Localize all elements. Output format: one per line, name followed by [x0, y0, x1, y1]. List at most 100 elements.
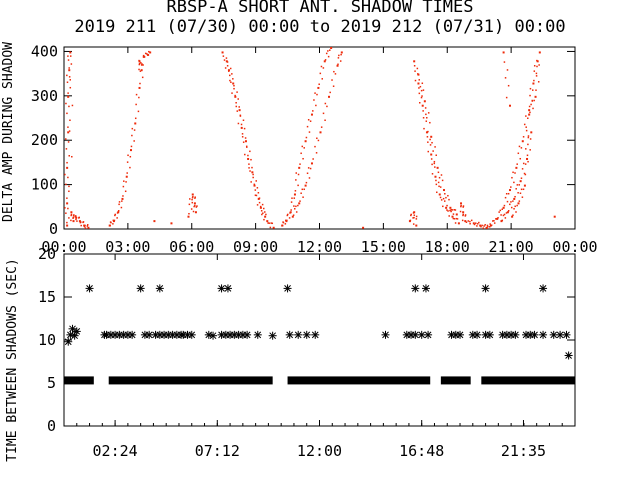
amp-point — [528, 109, 531, 112]
amp-point — [193, 202, 196, 205]
amp-point-fill — [256, 187, 259, 189]
amp-point-fill — [124, 190, 127, 193]
amp-point-fill — [263, 207, 265, 210]
amp-point — [138, 86, 141, 89]
amp-point-fill — [467, 220, 470, 222]
amp-point — [457, 222, 460, 225]
amp-point-fill — [331, 79, 333, 81]
amp-point-fill — [133, 129, 136, 131]
amp-point-fill — [66, 197, 68, 199]
amp-point-fill — [462, 214, 464, 217]
amp-point-fill — [230, 81, 232, 84]
amp-point-fill — [529, 138, 532, 140]
amp-point-fill — [513, 208, 515, 210]
amp-point — [526, 157, 529, 160]
amp-point-fill — [110, 221, 112, 224]
amp-point-fill — [69, 55, 72, 57]
amp-point-fill — [495, 218, 497, 220]
amp-point-fill — [244, 137, 247, 139]
amp-point-fill — [319, 72, 322, 75]
amp-point-fill — [264, 211, 266, 213]
star-point — [421, 284, 430, 293]
amp-point-fill — [70, 213, 73, 216]
amp-point-fill — [454, 222, 457, 224]
amp-point — [74, 215, 77, 218]
amp-point-fill — [470, 219, 473, 222]
amp-point-fill — [87, 224, 89, 226]
amp-point-fill — [533, 65, 536, 67]
amp-point-fill — [503, 61, 506, 63]
amp-point-fill — [192, 210, 195, 213]
y-tick-label-bottom: 15 — [38, 288, 56, 306]
amp-point-fill — [418, 102, 421, 104]
amp-point — [506, 211, 509, 214]
amp-point-fill — [432, 150, 434, 152]
amp-point-fill — [513, 181, 515, 184]
amp-point-fill — [72, 215, 75, 217]
amp-point-fill — [68, 105, 70, 108]
amp-point-fill — [68, 67, 70, 69]
amp-point-fill — [231, 92, 233, 94]
y-axis-label-bottom: TIME BETWEEN SHADOWS (SEC) — [5, 258, 20, 462]
amp-point-fill — [237, 122, 240, 125]
amp-point-fill — [144, 52, 147, 55]
amp-point-fill — [135, 103, 137, 106]
amp-point-fill — [413, 214, 416, 216]
amp-point-fill — [499, 209, 502, 212]
amp-point — [425, 131, 428, 134]
amp-point-fill — [416, 67, 419, 70]
amp-point-fill — [233, 84, 235, 87]
y-tick-label-top: 400 — [31, 42, 58, 60]
amp-point-fill — [505, 212, 508, 214]
amp-point-fill — [268, 222, 270, 224]
amp-point-fill — [434, 146, 436, 148]
amp-point-fill — [425, 113, 427, 116]
amp-point-fill — [329, 49, 331, 51]
amp-point-fill — [533, 99, 535, 102]
amp-point-fill — [511, 176, 513, 179]
amp-point — [449, 206, 452, 209]
amp-point-fill — [500, 214, 502, 216]
amp-point-fill — [290, 209, 292, 211]
amp-point — [436, 166, 439, 169]
amp-point-fill — [138, 96, 140, 99]
amp-point-fill — [281, 224, 284, 227]
amp-point-fill — [288, 217, 291, 219]
amp-point-fill — [297, 173, 300, 176]
amp-point-fill — [422, 89, 425, 91]
amp-point-fill — [148, 50, 150, 53]
amp-point — [515, 166, 518, 169]
amp-point-fill — [295, 179, 297, 181]
amp-point-fill — [65, 212, 67, 214]
amp-point-fill — [293, 205, 295, 207]
amp-point-fill — [518, 200, 521, 202]
amp-point-fill — [243, 127, 246, 130]
band-segment — [64, 376, 94, 385]
amp-point-fill — [506, 200, 509, 203]
amp-point — [70, 211, 73, 214]
star-point — [243, 330, 252, 339]
amp-point — [417, 82, 420, 85]
amp-point-fill — [84, 227, 87, 229]
amp-point-fill — [300, 152, 302, 155]
amp-point-fill — [462, 206, 464, 208]
amp-point-fill — [139, 70, 142, 72]
amp-point-fill — [65, 138, 67, 140]
amp-point-fill — [441, 179, 444, 182]
amp-point-fill — [452, 217, 455, 220]
amp-point-fill — [130, 145, 133, 148]
amp-point-fill — [68, 190, 70, 193]
amp-point-fill — [327, 50, 329, 52]
amp-point — [423, 100, 426, 103]
amp-point-fill — [501, 219, 504, 222]
amp-point — [442, 189, 445, 192]
amp-point-fill — [434, 166, 436, 168]
star-point — [155, 284, 164, 293]
y-axis-label-top: DELTA AMP DURING SHADOW — [1, 42, 16, 222]
amp-point-fill — [492, 220, 494, 222]
amp-point-fill — [537, 81, 540, 83]
time-between-panel: 02:24 07:12 12:00 16:48 21:35 0 5 10 15 20 — [38, 245, 576, 460]
amp-point-fill — [446, 204, 448, 207]
amp-point-fill — [291, 197, 293, 199]
amp-point-fill — [143, 56, 146, 58]
